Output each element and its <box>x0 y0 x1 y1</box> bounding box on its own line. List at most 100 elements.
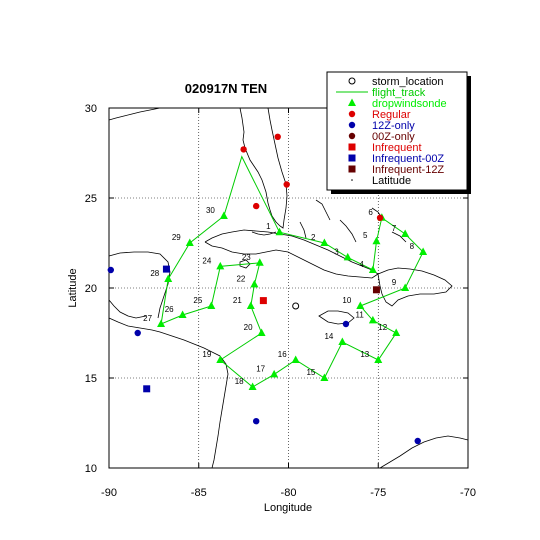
coastline-bahamas-2 <box>339 219 357 243</box>
dropwindsonde-marker <box>338 337 347 345</box>
coastline-honduras-north <box>108 299 147 319</box>
legend-label-dropwindsonde: dropwindsonde <box>372 98 447 110</box>
dropwindsonde-label: 29 <box>172 233 181 242</box>
dropwindsonde-label: 26 <box>165 305 174 314</box>
station-12z-only-marker <box>252 418 260 425</box>
dropwindsonde-label: 8 <box>410 242 415 251</box>
legend-label-infrequent: Infrequent <box>372 142 422 154</box>
station-regular-marker <box>376 214 384 221</box>
coastline-bahamas-1 <box>315 199 331 221</box>
station-regular-marker <box>283 181 290 188</box>
x-axis-label: Longitude <box>264 502 312 514</box>
dropwindsonde-marker <box>250 279 259 288</box>
x-tick-label: -90 <box>101 487 117 499</box>
dropwindsonde-marker <box>368 315 377 324</box>
coastline-bahamas-5 <box>299 221 307 239</box>
y-tick-label: 10 <box>85 463 97 475</box>
station-infrequent-00z-marker <box>143 385 151 393</box>
dropwindsonde-marker <box>275 227 284 236</box>
station-12z-only-marker <box>414 437 421 445</box>
legend-label-storm-location: storm_location <box>372 76 444 88</box>
legend-symbol-12z-only <box>348 121 356 129</box>
dropwindsonde-label: 14 <box>324 332 333 341</box>
dropwindsonde-marker <box>185 238 194 246</box>
legend-label-flight-track: flight_track <box>372 87 426 99</box>
legend-symbol-storm-location <box>348 77 356 85</box>
flight-track-line <box>160 155 424 388</box>
y-axis-label: Latitude <box>67 268 79 307</box>
legend-symbol-00z-only <box>348 132 356 140</box>
x-tick-label: -85 <box>191 487 207 499</box>
dropwindsonde-marker <box>216 355 225 363</box>
dropwindsonde-marker <box>270 369 279 378</box>
markers: 1234567891011121314151617181920212223242… <box>107 133 428 445</box>
dropwindsonde-label: 1 <box>266 222 271 231</box>
coastline-isle-of-youth <box>239 259 251 269</box>
dropwindsonde-marker <box>157 319 166 327</box>
y-tick-label: 25 <box>85 193 97 205</box>
station-regular-marker <box>240 146 247 153</box>
coastline-yucatan <box>108 251 171 319</box>
dropwindsonde-label: 30 <box>206 206 215 215</box>
dropwindsonde-label: 27 <box>143 314 152 323</box>
dropwindsonde-marker <box>356 301 365 309</box>
dropwindsonde-label: 12 <box>378 323 387 332</box>
dropwindsonde-label: 2 <box>311 233 316 242</box>
station-regular-marker <box>252 202 260 210</box>
legend-label-12z-only: 12Z-only <box>372 120 415 132</box>
station-infrequent-marker <box>259 297 267 305</box>
dropwindsonde-label: 13 <box>360 350 369 359</box>
coastline-cuba-north <box>204 229 379 275</box>
dropwindsonde-marker <box>257 328 266 336</box>
dropwindsonde-marker <box>401 283 410 291</box>
station-regular-marker <box>274 133 281 140</box>
dropwindsonde-label: 15 <box>306 368 315 377</box>
legend-label-infrequent-00z: Infrequent-00Z <box>372 153 444 165</box>
dropwindsonde-label: 10 <box>342 296 351 305</box>
dropwindsonde-label: 9 <box>392 278 397 287</box>
dropwindsonde-label: 16 <box>278 350 287 359</box>
dropwindsonde-label: 23 <box>242 253 251 262</box>
flight-track <box>160 155 424 388</box>
dropwindsonde-label: 22 <box>236 274 245 283</box>
coastline-bahamas-4 <box>391 231 407 243</box>
dropwindsonde-label: 11 <box>356 310 365 319</box>
dropwindsonde-label: 17 <box>256 364 265 373</box>
legend-label-latitude: Latitude <box>372 175 411 187</box>
dropwindsonde-marker <box>248 382 257 390</box>
dropwindsonde-label: 3 <box>334 247 339 256</box>
coastline-south-america <box>379 435 469 469</box>
dropwindsonde-marker <box>207 301 216 309</box>
coastline-cuba-south <box>204 241 379 279</box>
y-tick-label: 20 <box>85 283 97 295</box>
dropwindsonde-label: 21 <box>233 296 242 305</box>
legend-symbol-dropwindsonde <box>348 98 356 106</box>
legend-symbol-regular <box>348 110 356 118</box>
legend-symbol-infrequent-12z <box>348 165 356 173</box>
dropwindsonde-label: 20 <box>244 323 253 332</box>
dropwindsonde-label: 18 <box>235 377 244 386</box>
coastline-map <box>108 107 469 469</box>
x-tick-label: -75 <box>370 487 386 499</box>
dropwindsonde-label: 28 <box>150 269 159 278</box>
dropwindsonde-label: 25 <box>193 296 202 305</box>
dropwindsonde-marker <box>343 252 352 261</box>
station-12z-only-marker <box>342 320 350 328</box>
station-infrequent-00z-marker <box>162 265 170 273</box>
dropwindsonde-marker <box>255 258 264 266</box>
x-tick-label: -80 <box>281 487 297 499</box>
coastline-jamaica <box>318 310 355 325</box>
dropwindsonde-marker <box>392 328 401 336</box>
legend-label-00z-only: 00Z-only <box>372 131 415 143</box>
coastline-keys <box>251 231 277 236</box>
dropwindsonde-marker <box>216 261 225 270</box>
dropwindsonde-marker <box>164 274 173 282</box>
legend: storm_locationflight_trackdropwindsondeR… <box>326 71 471 194</box>
legend-symbol-infrequent-00z <box>348 154 356 162</box>
chart-title: 020917N TEN <box>185 81 267 96</box>
dropwindsonde-marker <box>291 355 300 363</box>
dropwindsonde-marker <box>246 301 255 309</box>
dropwindsonde-marker <box>419 247 428 255</box>
dropwindsonde-label: 6 <box>368 208 373 217</box>
station-infrequent-12z-marker <box>372 286 380 294</box>
